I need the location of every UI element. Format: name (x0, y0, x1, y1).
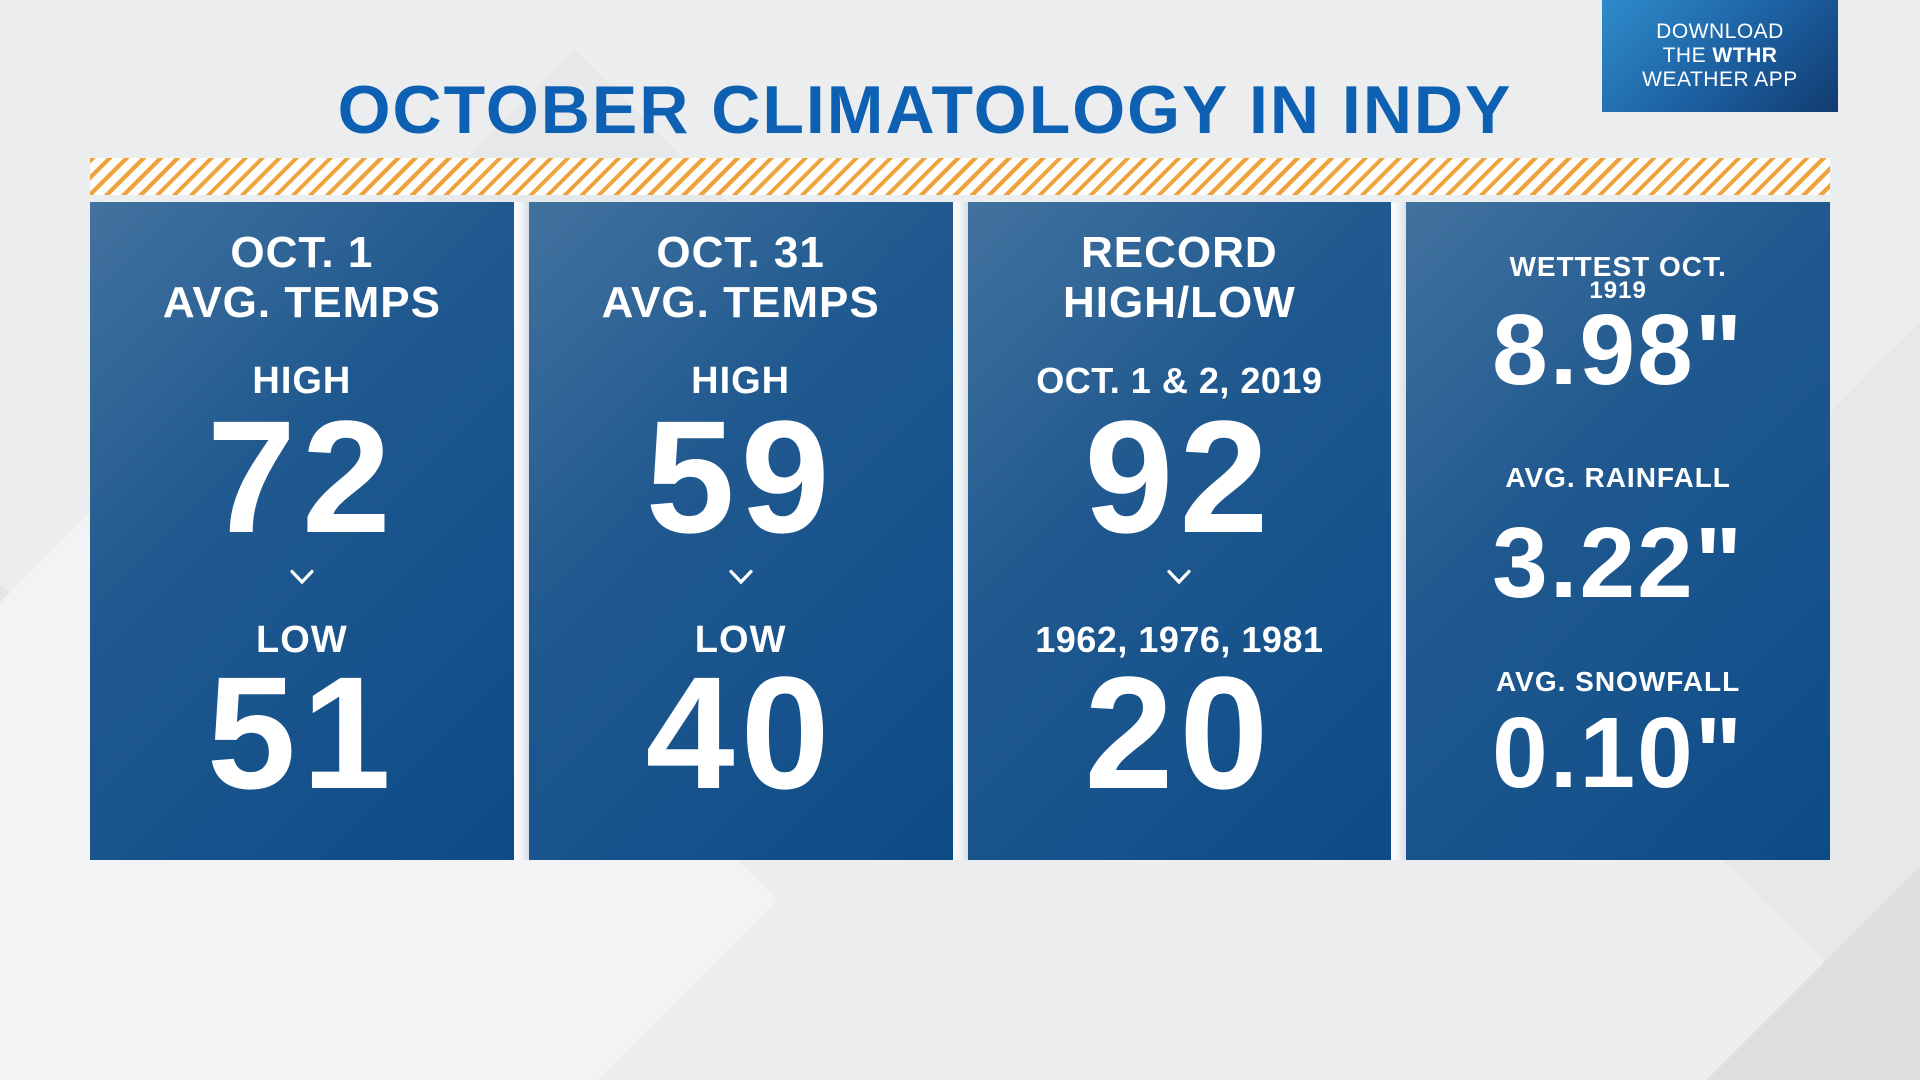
stat-value-wettest-oct: 8.98" (1492, 294, 1745, 406)
high-value: 72 (206, 387, 397, 566)
badge-wthr-brand: WTHR (1712, 44, 1778, 67)
chevron-down-icon (968, 569, 1392, 590)
download-app-badge: DOWNLOAD THE WTHR WEATHER APP (1602, 0, 1838, 112)
stat-label-avg-rainfall: AVG. RAINFALL (1505, 462, 1731, 493)
badge-line2: THE WTHR (1663, 44, 1778, 68)
panel-oct1-avg-temps: OCT. 1 AVG. TEMPS HIGH 72 LOW 51 (90, 202, 514, 860)
panel-header: RECORD HIGH/LOW (968, 228, 1392, 328)
panel-record-high-low: RECORD HIGH/LOW OCT. 1 & 2, 2019 92 1962… (952, 202, 1392, 860)
low-label: LOW (256, 619, 348, 661)
low-value: 40 (645, 643, 836, 822)
panel-header-line: RECORD (1081, 228, 1278, 277)
badge-line2-prefix: THE (1662, 44, 1713, 67)
high-label: HIGH (691, 360, 791, 402)
record-low-value: 20 (1084, 643, 1275, 822)
low-label: LOW (694, 619, 787, 661)
low-value: 51 (206, 643, 397, 822)
panel-header-line: AVG. TEMPS (601, 278, 880, 327)
record-high-dates: OCT. 1 & 2, 2019 (1036, 360, 1323, 401)
panel-precip-stats: WETTEST OCT. 1919 8.98" AVG. RAINFALL 3.… (1391, 202, 1830, 860)
panel-header: OCT. 1 AVG. TEMPS (90, 228, 514, 328)
stat-label-avg-snowfall: AVG. SNOWFALL (1496, 666, 1741, 697)
stat-label-wettest-oct: WETTEST OCT. (1509, 251, 1727, 282)
stat-sublabel-year: 1919 (1589, 277, 1647, 304)
panel-oct31-avg-temps: OCT. 31 AVG. TEMPS HIGH 59 LOW 40 (513, 202, 953, 860)
high-value: 59 (645, 387, 836, 566)
page-title: OCTOBER CLIMATOLOGY IN INDY (337, 72, 1513, 148)
stat-value-avg-snowfall: 0.10" (1492, 697, 1745, 809)
high-label: HIGH (252, 360, 352, 402)
record-high-value: 92 (1084, 387, 1275, 566)
panel-header-line: OCT. 1 (230, 228, 374, 277)
chevron-down-icon (90, 569, 514, 590)
badge-line3: WEATHER APP (1642, 68, 1798, 91)
panel-header-line: OCT. 31 (656, 228, 825, 277)
hatched-stripe (90, 158, 1830, 195)
stat-value-avg-rainfall: 3.22" (1492, 507, 1745, 619)
panel-header-line: AVG. TEMPS (162, 278, 441, 327)
panel-header-line: HIGH/LOW (1062, 278, 1296, 327)
climatology-panels: OCT. 1 AVG. TEMPS HIGH 72 LOW 51 OCT. 31… (90, 202, 1830, 860)
panel-header: OCT. 31 AVG. TEMPS (529, 228, 953, 328)
record-low-years: 1962, 1976, 1981 (1035, 619, 1324, 660)
chevron-down-icon (529, 569, 953, 590)
badge-line1: DOWNLOAD (1656, 20, 1784, 43)
